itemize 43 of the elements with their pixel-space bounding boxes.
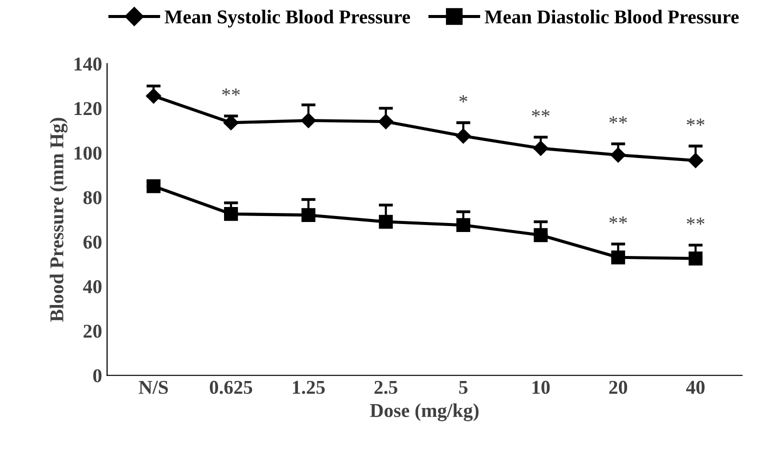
point xyxy=(378,214,393,229)
x-tick-label: N/S xyxy=(138,380,168,394)
y-tick-label: 40 xyxy=(83,280,102,294)
annotation: ** xyxy=(222,88,240,96)
annotation: ** xyxy=(686,218,704,225)
point xyxy=(611,250,626,264)
point xyxy=(300,112,316,128)
point xyxy=(456,128,471,144)
point xyxy=(378,114,394,130)
annotation: ** xyxy=(609,216,627,224)
x-tick-label: 5 xyxy=(459,380,468,394)
x-axis-title: Dose (mg/kg) xyxy=(370,403,479,422)
point xyxy=(534,228,548,242)
y-tick-label: 60 xyxy=(83,236,102,249)
y-tick-label: 80 xyxy=(83,191,102,204)
annotation: ** xyxy=(609,116,627,124)
point xyxy=(146,179,161,194)
x-tick-label: 1.25 xyxy=(292,380,325,394)
y-tick-label: 20 xyxy=(84,324,102,338)
x-tick-label: 20 xyxy=(609,380,628,394)
annotation: ** xyxy=(532,110,550,117)
annotation: ** xyxy=(686,118,704,126)
legend-label: Mean Diastolic Blood Pressure xyxy=(484,10,739,24)
point xyxy=(223,115,239,130)
y-tick-label: 120 xyxy=(74,102,102,116)
legend-label: Mean Systolic Blood Pressure xyxy=(164,10,410,28)
point xyxy=(610,147,626,163)
point xyxy=(301,208,316,222)
x-tick-label: 2.5 xyxy=(374,380,398,394)
y-axis-title: Blood Pressure (mm Hg) xyxy=(50,118,68,322)
annotation: * xyxy=(459,95,468,102)
point xyxy=(146,88,162,104)
y-tick-label: 140 xyxy=(74,58,102,71)
x-tick-label: 40 xyxy=(686,380,705,394)
point xyxy=(224,207,238,221)
x-tick-label: 10 xyxy=(532,380,550,394)
y-tick-label: 0 xyxy=(93,369,102,382)
x-tick-label: 0.625 xyxy=(210,380,252,394)
point xyxy=(456,218,470,232)
y-tick-label: 100 xyxy=(74,146,102,160)
point xyxy=(688,152,704,168)
point xyxy=(533,140,548,156)
point xyxy=(688,252,703,266)
